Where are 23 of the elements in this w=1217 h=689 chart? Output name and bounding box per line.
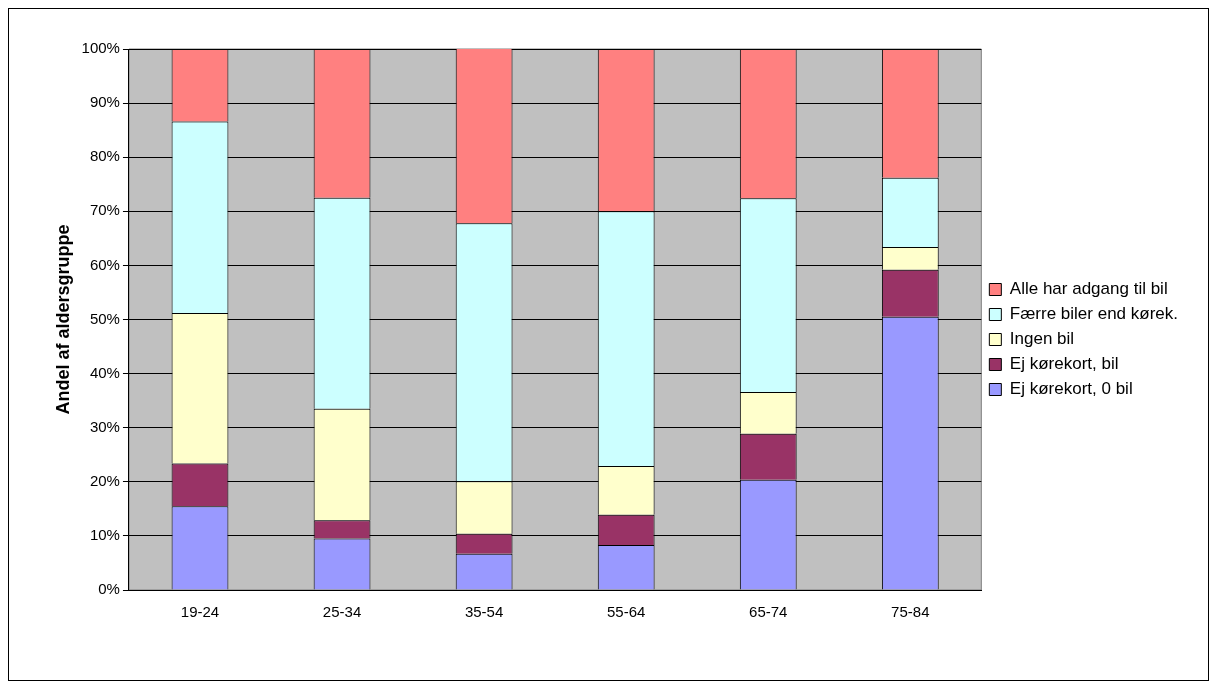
- y-tick-label: 50%: [89, 309, 120, 327]
- y-tick-label: 70%: [89, 201, 120, 219]
- legend-label: Ej kørekort, 0 bil: [1009, 379, 1133, 399]
- legend-label: Ej kørekort, bil: [1009, 354, 1119, 374]
- y-tick-label: 80%: [89, 147, 120, 165]
- x-tick-label: 75-84: [891, 603, 930, 621]
- y-tick-label: 60%: [89, 255, 120, 273]
- legend-label: Ingen bil: [1009, 329, 1075, 349]
- y-tick-label: 90%: [89, 93, 120, 111]
- y-tick-label: 100%: [81, 39, 120, 57]
- x-tick-label: 19-24: [180, 603, 220, 621]
- y-tick-label: 10%: [89, 526, 120, 544]
- y-tick-label: 0%: [98, 580, 120, 598]
- legend-label: Alle har adgang til bil: [1009, 279, 1168, 299]
- x-tick-label: 55-64: [607, 603, 646, 621]
- legend-label: Færre biler end kørek.: [1009, 304, 1179, 324]
- x-tick-label: 35-54: [464, 603, 504, 621]
- y-tick-label: 20%: [89, 471, 120, 489]
- x-tick-label: 25-34: [322, 603, 362, 621]
- x-tick-label: 65-74: [749, 603, 788, 621]
- y-tick-label: 40%: [89, 363, 120, 381]
- y-axis-title: Andel af aldersgruppe: [52, 224, 73, 415]
- y-tick-label: 30%: [89, 417, 120, 435]
